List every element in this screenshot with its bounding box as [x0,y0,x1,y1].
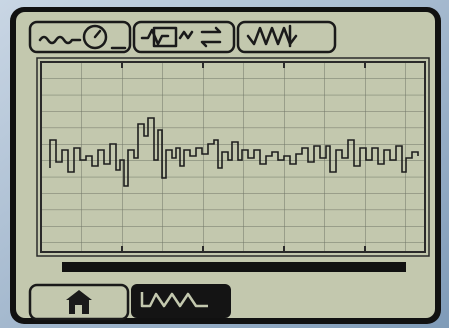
icon-home-door [75,305,82,314]
tab-generator[interactable] [28,20,132,54]
icon-swap [200,26,222,48]
graph-frame [40,61,426,253]
icon-box [152,26,178,48]
grid [41,62,425,252]
icon-home [66,290,92,314]
tick-marks [121,62,366,252]
icon-waveform [140,292,208,308]
tab-home[interactable] [28,283,130,321]
tab-spectrum[interactable] [236,20,337,54]
tab-waveform-selected[interactable] [131,284,231,318]
icon-wave [38,35,82,45]
graph-outer-frame [36,57,430,257]
waveform [49,117,419,187]
icon-peaks [246,26,298,46]
icon-needle [93,29,102,39]
progress-bar [62,262,406,272]
tab-scope-settings[interactable] [132,20,236,54]
icon-vwave [178,30,194,40]
icon-dial [82,24,108,50]
